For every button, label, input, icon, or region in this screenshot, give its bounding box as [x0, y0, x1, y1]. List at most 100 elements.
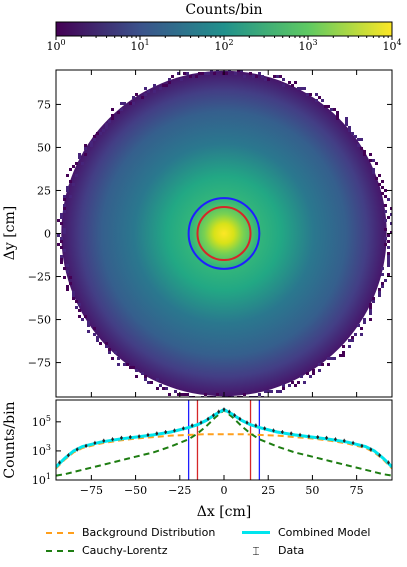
edge-pixel	[279, 75, 282, 78]
edge-pixel	[363, 150, 366, 153]
edge-pixel	[348, 126, 351, 129]
edge-pixel	[63, 228, 66, 231]
data-point	[128, 435, 132, 439]
window-lines	[187, 400, 261, 480]
edge-pixel	[282, 84, 285, 87]
data-point	[289, 432, 293, 435]
edge-pixel	[63, 207, 66, 210]
edge-pixel	[333, 357, 336, 360]
edge-pixel	[378, 174, 381, 177]
edge-pixel	[66, 264, 69, 267]
projection-x-tick-label: −25	[168, 484, 191, 497]
edge-pixel	[348, 345, 351, 348]
edge-pixel	[345, 123, 348, 126]
edge-pixel	[270, 390, 273, 393]
edge-pixel	[60, 216, 63, 219]
edge-pixel	[111, 114, 114, 117]
data-point	[298, 433, 302, 437]
edge-pixel	[144, 93, 147, 96]
data-point	[334, 437, 337, 441]
edge-pixel	[216, 70, 219, 72]
edge-pixel	[345, 120, 348, 123]
edge-pixel	[147, 381, 150, 384]
heatmap-y-ticks: 75 50 25 0 −25 −50 −75	[28, 70, 392, 397]
edge-pixel	[108, 348, 111, 351]
edge-pixel	[159, 384, 162, 387]
edge-pixel	[105, 345, 108, 348]
edge-pixel	[378, 294, 381, 297]
data-point	[307, 435, 311, 438]
edge-pixel	[123, 363, 126, 366]
edge-pixel	[297, 87, 300, 90]
edge-pixel	[69, 180, 72, 183]
edge-pixel	[258, 72, 261, 75]
edge-pixel	[225, 72, 228, 75]
heatmap-edge-pixels	[57, 70, 392, 397]
projection-y-tick-label: 103	[32, 443, 51, 458]
edge-pixel	[381, 285, 384, 288]
colorbar-tick-label: 102	[214, 38, 233, 53]
edge-pixel	[372, 168, 375, 171]
edge-pixel	[96, 339, 99, 342]
edge-pixel	[384, 219, 387, 222]
edge-pixel	[90, 144, 93, 147]
edge-pixel	[387, 216, 390, 219]
edge-pixel	[375, 162, 378, 165]
edge-pixel	[306, 372, 309, 375]
edge-pixel	[75, 174, 78, 177]
edge-pixel	[132, 96, 135, 99]
edge-pixel	[66, 186, 69, 189]
edge-pixel	[354, 333, 357, 336]
edge-pixel	[72, 165, 75, 168]
edge-pixel	[381, 282, 384, 285]
edge-pixel	[213, 72, 216, 75]
edge-pixel	[69, 282, 72, 285]
edge-pixel	[63, 231, 66, 234]
edge-pixel	[381, 192, 384, 195]
edge-pixel	[117, 363, 120, 366]
colorbar-tick-label: 104	[382, 38, 401, 53]
edge-pixel	[372, 159, 375, 162]
edge-pixel	[243, 75, 246, 78]
edge-pixel	[336, 111, 339, 114]
edge-pixel	[168, 78, 171, 81]
data-point	[212, 413, 215, 417]
edge-pixel	[156, 387, 159, 390]
edge-pixel	[60, 261, 63, 264]
edge-pixel	[156, 378, 159, 381]
edge-pixel	[78, 309, 81, 312]
edge-pixel	[132, 366, 135, 369]
edge-pixel	[309, 93, 312, 96]
edge-pixel	[324, 105, 327, 108]
edge-pixel	[180, 393, 183, 396]
data-point	[245, 421, 249, 424]
data-point	[360, 444, 364, 448]
edge-pixel	[255, 75, 258, 78]
projection-x-tick-label: 50	[305, 484, 319, 497]
edge-pixel	[315, 99, 318, 102]
edge-pixel	[177, 393, 180, 396]
data-point	[342, 439, 346, 443]
edge-pixel	[312, 369, 315, 372]
edge-pixel	[171, 75, 174, 78]
edge-pixel	[126, 363, 129, 366]
edge-pixel	[102, 129, 105, 132]
edge-pixel	[267, 390, 270, 393]
edge-pixel	[282, 384, 285, 387]
edge-pixel	[120, 102, 123, 105]
edge-pixel	[135, 375, 138, 378]
edge-pixel	[384, 237, 387, 240]
edge-pixel	[345, 117, 348, 120]
heatmap-y-tick-label: 50	[37, 141, 51, 154]
edge-pixel	[327, 363, 330, 366]
edge-pixel	[240, 70, 243, 72]
edge-pixel	[204, 393, 207, 396]
edge-pixel	[165, 387, 168, 390]
edge-pixel	[69, 195, 72, 198]
data-point	[222, 408, 226, 411]
edge-pixel	[360, 138, 363, 141]
data-point	[217, 410, 220, 413]
data-point	[233, 413, 236, 417]
edge-pixel	[132, 102, 135, 105]
edge-pixel	[84, 147, 87, 150]
